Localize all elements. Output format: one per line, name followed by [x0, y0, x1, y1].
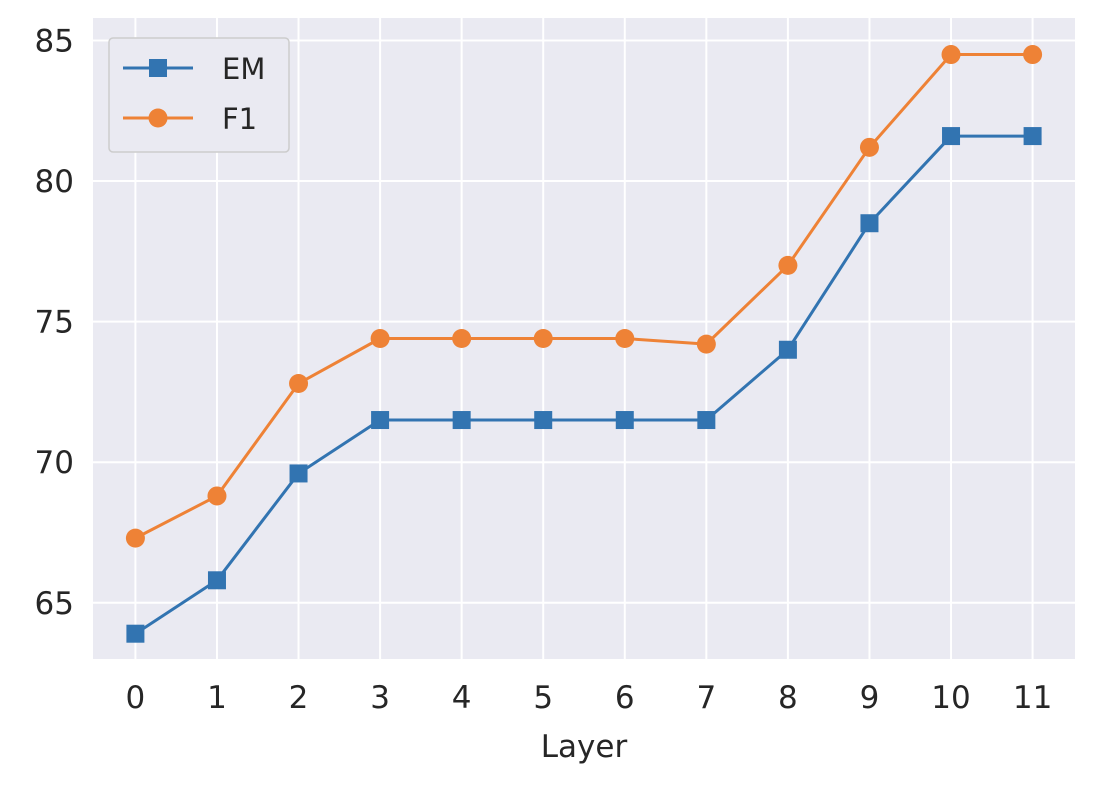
- series-em-point: [289, 464, 308, 483]
- series-f1-point: [696, 334, 716, 354]
- series-f1: [125, 45, 1043, 548]
- series-f1-point: [370, 329, 390, 348]
- x-tick-label: 0: [126, 680, 146, 716]
- x-tick-label: 7: [696, 680, 716, 716]
- legend-em-marker: [149, 59, 167, 77]
- series-f1-point: [778, 255, 798, 275]
- y-tick-label: 65: [35, 586, 74, 622]
- series-em-point: [1023, 127, 1042, 146]
- series-em-point: [126, 624, 145, 643]
- series-em-point: [534, 411, 553, 430]
- series-em-point: [942, 127, 961, 146]
- series-em-line: [134, 134, 1033, 635]
- series-f1-line: [134, 53, 1033, 540]
- x-tick-label: 4: [452, 680, 472, 716]
- series-em-point: [697, 411, 716, 430]
- legend: EM F1: [108, 37, 290, 153]
- y-tick-label: 75: [35, 305, 74, 341]
- grid: [93, 18, 1075, 659]
- x-axis-label: Layer: [541, 729, 628, 765]
- legend-f1-label: F1: [222, 102, 257, 136]
- x-tick-label: 2: [289, 680, 309, 716]
- x-tick-label: 3: [370, 680, 390, 716]
- legend-f1-marker: [148, 108, 168, 128]
- y-tick-label: 70: [35, 445, 74, 481]
- y-tick-labels: 65 70 75 80 85: [35, 23, 74, 621]
- x-tick-labels: 0 1 2 3 4 5 6 7 8 9 10 11: [126, 680, 1053, 716]
- x-tick-label: 9: [860, 680, 880, 716]
- x-tick-label: 11: [1013, 680, 1052, 716]
- y-tick-label: 80: [35, 164, 74, 200]
- series-layer: [125, 45, 1043, 643]
- series-f1-point: [859, 137, 879, 157]
- legend-em-label: EM: [222, 52, 265, 86]
- series-em-point: [615, 411, 634, 430]
- series-em-point: [778, 340, 797, 359]
- x-tick-label: 1: [207, 680, 227, 716]
- x-tick-label: 10: [931, 680, 970, 716]
- series-f1-point: [941, 45, 961, 65]
- series-em-point: [371, 411, 390, 430]
- x-tick-label: 6: [615, 680, 635, 716]
- series-f1-point: [1023, 45, 1043, 65]
- series-em: [126, 127, 1042, 643]
- x-tick-label: 5: [533, 680, 553, 716]
- series-f1-point: [289, 373, 309, 393]
- series-f1-point: [207, 486, 227, 506]
- series-em-point: [860, 214, 879, 233]
- series-f1-point: [452, 329, 472, 348]
- y-tick-label: 85: [35, 23, 74, 59]
- series-f1-point: [125, 528, 145, 548]
- series-f1-point: [533, 329, 553, 348]
- series-f1-point: [615, 329, 635, 348]
- series-em-point: [207, 571, 226, 590]
- series-em-point: [452, 411, 471, 430]
- x-tick-label: 8: [778, 680, 798, 716]
